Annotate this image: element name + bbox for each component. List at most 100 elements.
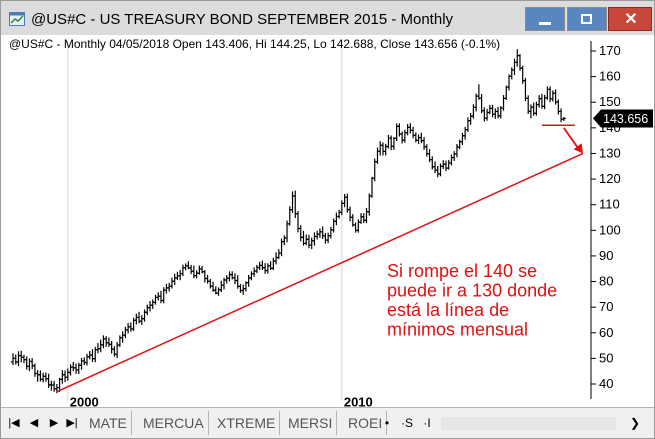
- ohlc-bar: [246, 274, 251, 287]
- ohlc-bar: [493, 108, 498, 119]
- ohlc-bar: [438, 163, 443, 177]
- x-tick-label: 2010: [344, 394, 373, 407]
- ohlc-bar: [550, 90, 555, 102]
- tab-mate[interactable]: MATE: [85, 411, 132, 435]
- ohlc-bar: [323, 232, 328, 244]
- ohlc-bar: [282, 235, 287, 246]
- first-sheet-icon[interactable]: |◀: [8, 417, 20, 429]
- ohlc-bar: [274, 252, 279, 265]
- ohlc-bar: [501, 95, 506, 111]
- scroll-right-icon[interactable]: ❯: [629, 416, 641, 430]
- ohlc-bar: [43, 372, 48, 382]
- ohlc-bar: [509, 67, 514, 80]
- ohlc-bar: [435, 166, 440, 178]
- ohlc-bar: [328, 226, 333, 239]
- title-bar[interactable]: @US#C - US TREASURY BOND SEPTEMBER 2015 …: [1, 1, 654, 35]
- ohlc-bar: [523, 77, 528, 102]
- close-icon: ✕: [624, 11, 638, 28]
- ohlc-bar: [24, 356, 29, 370]
- dot-button[interactable]: •: [384, 416, 390, 430]
- ohlc-bar: [359, 213, 364, 224]
- ohlc-bar: [452, 151, 457, 161]
- ohlc-bar: [290, 191, 295, 213]
- ohlc-bar: [476, 84, 481, 100]
- minimize-button[interactable]: [525, 7, 565, 31]
- last-sheet-icon[interactable]: ▶|: [66, 417, 78, 429]
- tab-roei[interactable]: ROEI: [344, 411, 388, 435]
- annotation-line: Si rompe el 140 se: [387, 261, 537, 281]
- ohlc-bar: [424, 144, 429, 157]
- annotation-line: está la línea de: [387, 300, 509, 320]
- ohlc-bar: [369, 176, 374, 198]
- ohlc-bar: [348, 206, 353, 222]
- next-sheet-icon[interactable]: ▶: [49, 417, 59, 429]
- prev-sheet-icon[interactable]: ◀: [29, 417, 39, 429]
- minimize-icon: [539, 22, 551, 25]
- horizontal-scrollbar[interactable]: [441, 417, 616, 430]
- s-button[interactable]: ·S: [401, 416, 413, 430]
- tab-mersi[interactable]: MERSI: [284, 411, 338, 435]
- ohlc-bar: [312, 232, 317, 246]
- ohlc-bar: [84, 353, 89, 366]
- ohlc-bar: [71, 361, 76, 372]
- ohlc-bar: [194, 270, 199, 279]
- tab-xtreme[interactable]: XTREME: [213, 411, 281, 435]
- support-trendline: [56, 152, 584, 393]
- ohlc-bar: [361, 213, 366, 224]
- i-button[interactable]: ·I: [423, 416, 431, 430]
- ohlc-bar: [276, 249, 281, 259]
- ohlc-bar: [317, 228, 322, 238]
- y-tick-label: 100: [599, 222, 621, 237]
- ohlc-bar: [139, 315, 144, 325]
- ohlc-bar: [271, 257, 276, 271]
- ohlc-bar: [556, 99, 561, 115]
- ohlc-bar: [482, 107, 487, 122]
- ohlc-bar: [41, 372, 46, 383]
- close-button[interactable]: ✕: [608, 7, 652, 31]
- ohlc-bar: [112, 346, 117, 357]
- ohlc-bar: [224, 275, 229, 284]
- ohlc-bar: [104, 336, 109, 347]
- ohlc-bar: [468, 112, 473, 125]
- ohlc-bar: [443, 160, 448, 172]
- y-tick-label: 140: [599, 120, 621, 135]
- ohlc-bar: [485, 108, 490, 121]
- ohlc-bar: [504, 85, 509, 100]
- y-tick-label: 150: [599, 94, 621, 109]
- ohlc-bar: [208, 278, 213, 289]
- ohlc-bar: [296, 211, 300, 233]
- ohlc-bar: [545, 86, 550, 100]
- ohlc-bar: [82, 357, 87, 366]
- arrow-head: [573, 143, 583, 154]
- ohlc-bar: [52, 380, 57, 392]
- ohlc-bar: [49, 380, 54, 391]
- tab-mercua[interactable]: MERCUA: [139, 411, 209, 435]
- ohlc-bar: [145, 304, 150, 316]
- ohlc-bar: [411, 126, 416, 139]
- ohlc-bar: [35, 370, 40, 382]
- ohlc-bar: [158, 290, 163, 304]
- maximize-button[interactable]: [567, 7, 607, 31]
- y-tick-label: 80: [599, 274, 613, 289]
- price-chart[interactable]: 2000 2010 40 50 60 70 80 90 100 110 120 130 140 150 16…: [1, 35, 654, 407]
- ohlc-bar: [115, 341, 120, 359]
- ohlc-bar: [76, 362, 81, 375]
- ohlc-bar: [367, 193, 372, 216]
- ohlc-bar: [416, 134, 421, 144]
- ohlc-bar: [487, 105, 492, 115]
- ohlc-bar: [337, 209, 342, 219]
- ohlc-bar: [512, 58, 517, 76]
- ohlc-bar: [561, 116, 566, 121]
- ohlc-bar: [252, 267, 257, 277]
- ohlc-bar: [11, 353, 15, 366]
- ohlc-bar: [169, 277, 174, 289]
- ohlc-bar: [227, 271, 232, 282]
- ohlc-bar: [126, 323, 131, 334]
- ohlc-bar: [559, 108, 564, 123]
- ohlc-bar: [109, 340, 114, 354]
- ohlc-bar: [534, 101, 539, 116]
- ohlc-bar: [142, 309, 147, 322]
- ohlc-bar: [65, 368, 70, 381]
- ohlc-bar: [205, 274, 210, 284]
